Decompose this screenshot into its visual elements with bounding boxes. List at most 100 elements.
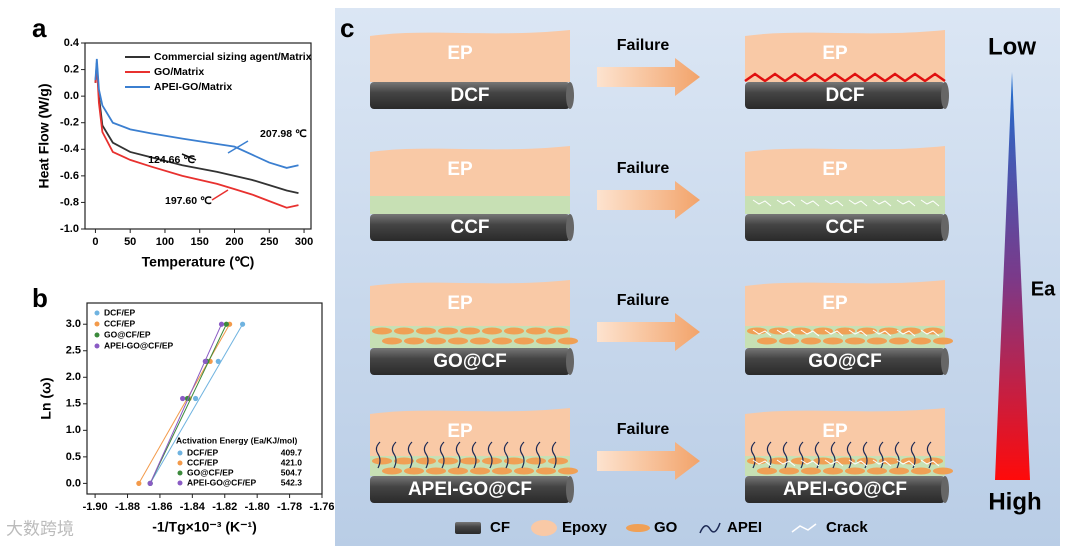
ea-gradient — [995, 72, 1030, 480]
legend-label: APEI — [727, 519, 762, 536]
apei-chain — [750, 441, 756, 469]
crack — [824, 199, 844, 207]
x-tick-label: -1.84 — [180, 501, 206, 513]
go-sheet — [889, 337, 909, 345]
go-sheet — [492, 467, 512, 475]
fiber-label: APEI-GO@CF — [783, 479, 907, 500]
crack — [848, 459, 868, 467]
apei-chain — [407, 441, 413, 469]
go-sheet — [911, 337, 931, 345]
x-tick-label: -1.76 — [309, 501, 334, 513]
x-tick-label: 250 — [260, 236, 278, 248]
apei-chain — [766, 441, 772, 469]
matrix-label: EP — [822, 43, 848, 64]
scale-middle: Ea — [1031, 278, 1056, 300]
fiber-end — [941, 348, 949, 375]
matrix-label: EP — [447, 293, 473, 314]
y-tick-label: 3.0 — [66, 318, 81, 330]
y-tick-label: 0.4 — [64, 37, 80, 49]
apei-chain — [830, 441, 836, 469]
apei-chain — [894, 441, 900, 469]
fiber-label: GO@CF — [433, 351, 506, 372]
crack — [848, 329, 868, 337]
carbon-fiber — [745, 476, 945, 503]
table-swatch — [177, 480, 183, 486]
go-sheet — [779, 467, 799, 475]
failure-arrow — [597, 313, 700, 351]
fiber-label: CCF — [450, 217, 489, 238]
point — [147, 480, 153, 486]
x-tick-label: 150 — [191, 236, 209, 248]
point — [192, 395, 199, 402]
go-sheet — [879, 457, 899, 465]
annotation-arrow — [211, 189, 229, 201]
apei-chain — [391, 441, 397, 469]
crack — [776, 459, 796, 467]
fiber-label: GO@CF — [808, 351, 881, 372]
x-tick-label: -1.86 — [147, 501, 172, 513]
crack — [872, 199, 892, 207]
go-sheet — [526, 457, 546, 465]
go-sheet — [448, 337, 468, 345]
x-tick-label: -1.88 — [115, 501, 140, 513]
go-sheet — [514, 337, 534, 345]
apei-chain — [519, 441, 525, 469]
go-sheet — [470, 467, 490, 475]
table-swatch — [177, 470, 183, 476]
y-tick-label: 1.0 — [66, 424, 81, 436]
go-sheet — [482, 327, 502, 335]
legend-label: DCF/EP — [104, 307, 136, 317]
panel-label: a — [32, 13, 47, 43]
go-sheet — [933, 337, 953, 345]
legend-label: GO@CF/EP — [104, 329, 151, 339]
legend-label: APEI-GO@CF/EP — [104, 340, 174, 350]
go-sheet — [504, 457, 524, 465]
go-sheet — [813, 457, 833, 465]
crack — [920, 329, 940, 337]
carbon-fiber — [370, 476, 570, 503]
legend-label: CF — [490, 519, 510, 536]
scale-bottom: High — [988, 488, 1041, 515]
failure-arrow — [597, 442, 700, 480]
crack — [896, 459, 916, 467]
fit-line — [149, 324, 227, 484]
go-sheet — [548, 327, 568, 335]
go-sheet — [382, 467, 402, 475]
y-axis-label: Ln (ω) — [38, 377, 54, 419]
go-sheet — [504, 327, 524, 335]
crack — [800, 459, 820, 467]
series-line — [94, 58, 299, 169]
carbon-fiber — [370, 82, 570, 109]
fiber-label: APEI-GO@CF — [408, 479, 532, 500]
go-sheet — [823, 337, 843, 345]
go-sheet — [404, 337, 424, 345]
go-sheet — [757, 337, 777, 345]
go-sheet — [394, 327, 414, 335]
crack — [896, 199, 916, 207]
go-sheet — [426, 337, 446, 345]
go-sheet — [757, 467, 777, 475]
go-sheet — [867, 467, 887, 475]
legend-label: GO — [654, 519, 678, 536]
crack — [824, 459, 844, 467]
go-sheet — [801, 467, 821, 475]
go-sheet — [911, 467, 931, 475]
crack — [824, 329, 844, 337]
matrix-label: EP — [447, 43, 473, 64]
apei-chain — [455, 441, 461, 469]
fiber-end — [941, 82, 949, 109]
crack — [848, 199, 868, 207]
point — [136, 480, 142, 486]
table-cell: 504.7 — [281, 467, 303, 477]
crack — [872, 329, 892, 337]
legend-label: CCF/EP — [104, 318, 136, 328]
go-sheet — [416, 327, 436, 335]
go-sheet — [460, 327, 480, 335]
go-sheet — [394, 457, 414, 465]
y-tick-label: 0.5 — [66, 451, 81, 463]
apei-chain — [846, 441, 852, 469]
scale-top: Low — [988, 33, 1036, 60]
go-sheet — [382, 337, 402, 345]
go-sheet — [933, 467, 953, 475]
y-tick-label: 0.0 — [64, 90, 79, 102]
